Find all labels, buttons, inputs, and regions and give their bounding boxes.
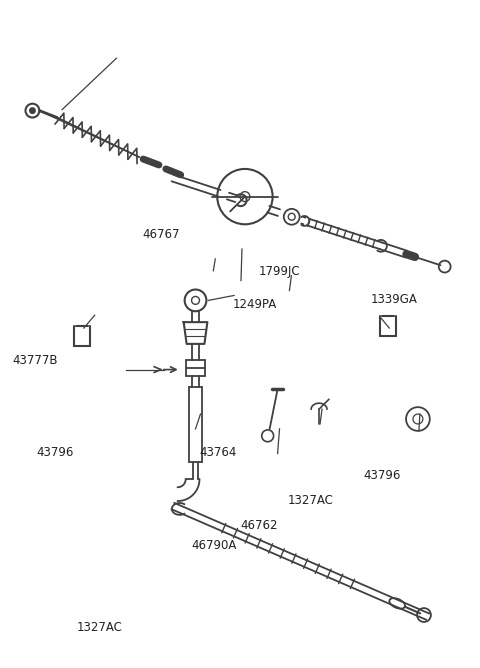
Text: 46790A: 46790A (191, 539, 237, 552)
Circle shape (439, 261, 451, 273)
Text: 43796: 43796 (363, 470, 401, 482)
Text: 1249PA: 1249PA (233, 298, 277, 311)
Text: 43764: 43764 (200, 446, 237, 460)
Circle shape (192, 297, 200, 305)
Circle shape (406, 407, 430, 431)
Text: 46762: 46762 (240, 519, 277, 532)
Text: 43796: 43796 (36, 446, 73, 460)
Text: 1799JC: 1799JC (259, 265, 300, 278)
Circle shape (240, 192, 250, 202)
Circle shape (284, 209, 300, 224)
Text: 1327AC: 1327AC (76, 621, 122, 635)
Text: 46767: 46767 (143, 228, 180, 241)
Circle shape (262, 430, 274, 442)
Text: 1327AC: 1327AC (288, 494, 333, 507)
Text: 43777B: 43777B (12, 354, 58, 367)
Text: 1339GA: 1339GA (371, 293, 417, 306)
Circle shape (25, 104, 39, 118)
Circle shape (288, 213, 295, 220)
Circle shape (29, 107, 36, 114)
Circle shape (417, 608, 431, 622)
Ellipse shape (389, 598, 405, 609)
